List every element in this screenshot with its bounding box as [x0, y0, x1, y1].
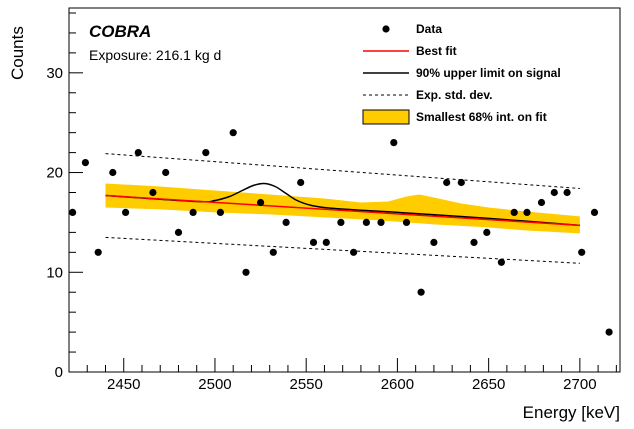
data-point [337, 218, 345, 226]
data-point [443, 178, 451, 187]
point-layer [69, 129, 613, 336]
y-tick-label: 0 [55, 364, 63, 381]
y-tick-label: 10 [46, 264, 63, 281]
data-point [523, 208, 531, 216]
x-tick-label: 2550 [289, 376, 322, 393]
legend-label: Best fit [416, 44, 457, 58]
data-point [402, 218, 411, 226]
legend: Data Best fit 90% upper limit on signal Exp… [362, 22, 561, 125]
legend-item: Best fit [363, 44, 457, 58]
data-point [229, 129, 237, 137]
data-point [350, 248, 358, 256]
data-point [510, 208, 518, 216]
x-tick-label: 2700 [563, 376, 596, 393]
legend-label: Data [416, 22, 442, 36]
chart-annotation-subtitle: Exposure: 216.1 kg d [89, 47, 221, 63]
legend-item: Exp. std. dev. [363, 88, 492, 102]
legend-label: Smallest 68% int. on fit [416, 110, 547, 124]
legend-label: 90% upper limit on signal [416, 66, 561, 80]
data-point [497, 258, 505, 266]
x-axis-title: Energy [keV] [523, 403, 620, 422]
upper-limit-line [105, 182, 580, 227]
data-point [94, 248, 102, 256]
data-point [457, 178, 465, 187]
legend-label: Exp. std. dev. [416, 88, 492, 102]
legend-item: Data [382, 22, 442, 36]
data-point [297, 178, 305, 187]
data-point [149, 188, 157, 197]
data-point [563, 188, 571, 197]
legend-item: Smallest 68% int. on fit [362, 109, 547, 125]
data-point [162, 168, 170, 177]
data-point [590, 208, 599, 216]
data-point [242, 268, 250, 276]
y-axis-title: Counts [8, 26, 27, 80]
data-point [269, 248, 277, 256]
data-point [377, 218, 385, 226]
data-point [390, 139, 398, 147]
data-point [257, 198, 265, 207]
data-point [282, 218, 290, 226]
x-tick-label: 2650 [472, 376, 505, 393]
y-tick-label: 20 [46, 165, 63, 182]
std-dev-upper-line [105, 153, 580, 189]
legend-item: 90% upper limit on signal [363, 66, 561, 80]
x-tick-label: 2450 [107, 376, 140, 393]
data-point [322, 238, 330, 246]
x-tick-label: 2500 [198, 376, 231, 393]
data-point [202, 149, 210, 157]
data-point [483, 228, 491, 236]
data-point [309, 238, 318, 246]
data-point [189, 208, 197, 216]
data-point [550, 188, 558, 197]
data-point [109, 168, 117, 177]
data-point [122, 208, 130, 216]
y-tick-label: 30 [46, 65, 63, 82]
data-point [174, 228, 183, 236]
legend-swatch-marker [382, 25, 390, 33]
axis-layer: 2450 2500 2550 2600 2650 2700 0 10 20 30 [46, 12, 617, 393]
data-point [216, 208, 224, 216]
data-point [605, 328, 613, 336]
plot-frame [68, 7, 621, 373]
best-fit-line [105, 194, 580, 227]
data-point [417, 288, 425, 296]
data-point [81, 159, 89, 167]
std-dev-lower-line [105, 236, 580, 264]
chart-annotation-title: COBRA [89, 22, 151, 41]
data-point [362, 218, 370, 226]
data-point [470, 238, 478, 246]
data-point [430, 238, 438, 246]
line-layer [105, 153, 580, 264]
x-tick-label: 2600 [381, 376, 414, 393]
data-point [578, 248, 586, 256]
data-point [134, 149, 142, 157]
legend-swatch-box [362, 109, 410, 125]
data-point [537, 198, 546, 207]
